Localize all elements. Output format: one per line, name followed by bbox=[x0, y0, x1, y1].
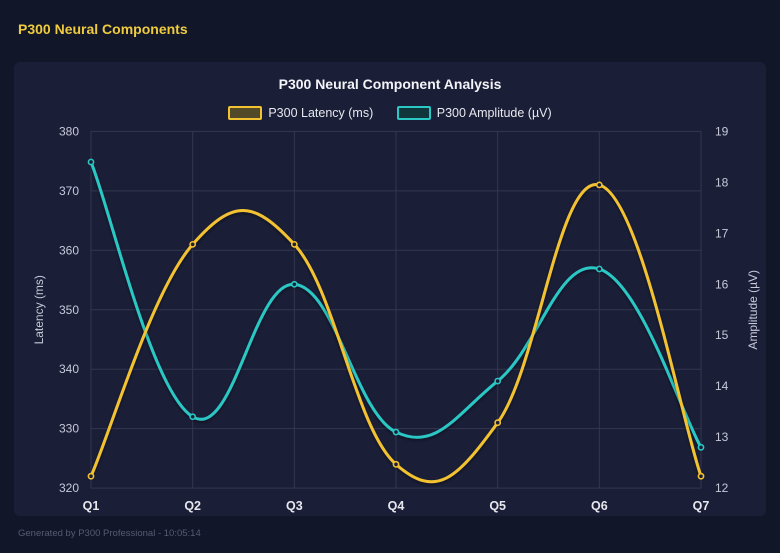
svg-text:Q4: Q4 bbox=[388, 499, 405, 513]
svg-text:340: 340 bbox=[59, 362, 79, 376]
svg-text:16: 16 bbox=[715, 277, 729, 291]
svg-text:370: 370 bbox=[59, 184, 79, 198]
svg-text:Latency (ms): Latency (ms) bbox=[32, 275, 46, 344]
svg-text:14: 14 bbox=[715, 379, 729, 393]
svg-text:19: 19 bbox=[715, 124, 729, 138]
svg-text:330: 330 bbox=[59, 422, 79, 436]
svg-text:17: 17 bbox=[715, 226, 729, 240]
svg-text:Q2: Q2 bbox=[184, 499, 201, 513]
svg-text:Q7: Q7 bbox=[693, 499, 710, 513]
svg-text:Amplitude (µV): Amplitude (µV) bbox=[746, 270, 760, 350]
svg-text:12: 12 bbox=[715, 481, 729, 495]
svg-text:18: 18 bbox=[715, 175, 729, 189]
svg-text:Q3: Q3 bbox=[286, 499, 303, 513]
svg-text:320: 320 bbox=[59, 481, 79, 495]
svg-text:15: 15 bbox=[715, 328, 729, 342]
svg-text:360: 360 bbox=[59, 243, 79, 257]
svg-text:Q5: Q5 bbox=[489, 499, 506, 513]
svg-text:380: 380 bbox=[59, 124, 79, 138]
svg-text:350: 350 bbox=[59, 303, 79, 317]
svg-text:Q1: Q1 bbox=[83, 499, 100, 513]
svg-text:Q6: Q6 bbox=[591, 499, 608, 513]
svg-text:13: 13 bbox=[715, 430, 729, 444]
